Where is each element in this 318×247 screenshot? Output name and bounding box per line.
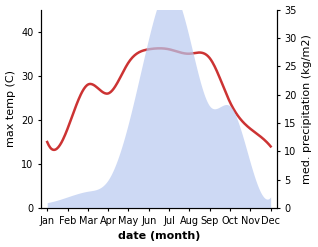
X-axis label: date (month): date (month): [118, 231, 200, 242]
Y-axis label: max temp (C): max temp (C): [5, 70, 16, 147]
Y-axis label: med. precipitation (kg/m2): med. precipitation (kg/m2): [302, 34, 313, 184]
